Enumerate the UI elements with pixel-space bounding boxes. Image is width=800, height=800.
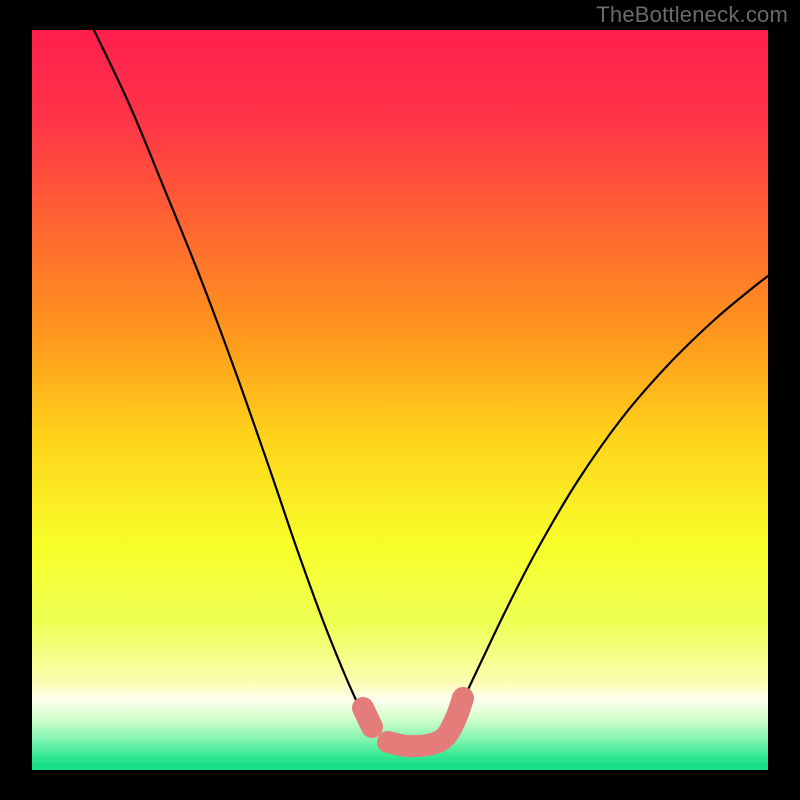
- plot-svg: [32, 30, 768, 770]
- chart-frame: TheBottleneck.com: [0, 0, 800, 800]
- watermark-text: TheBottleneck.com: [596, 2, 788, 28]
- gradient-background: [32, 30, 768, 770]
- bump-segment: [363, 708, 372, 727]
- plot-area: [32, 30, 768, 770]
